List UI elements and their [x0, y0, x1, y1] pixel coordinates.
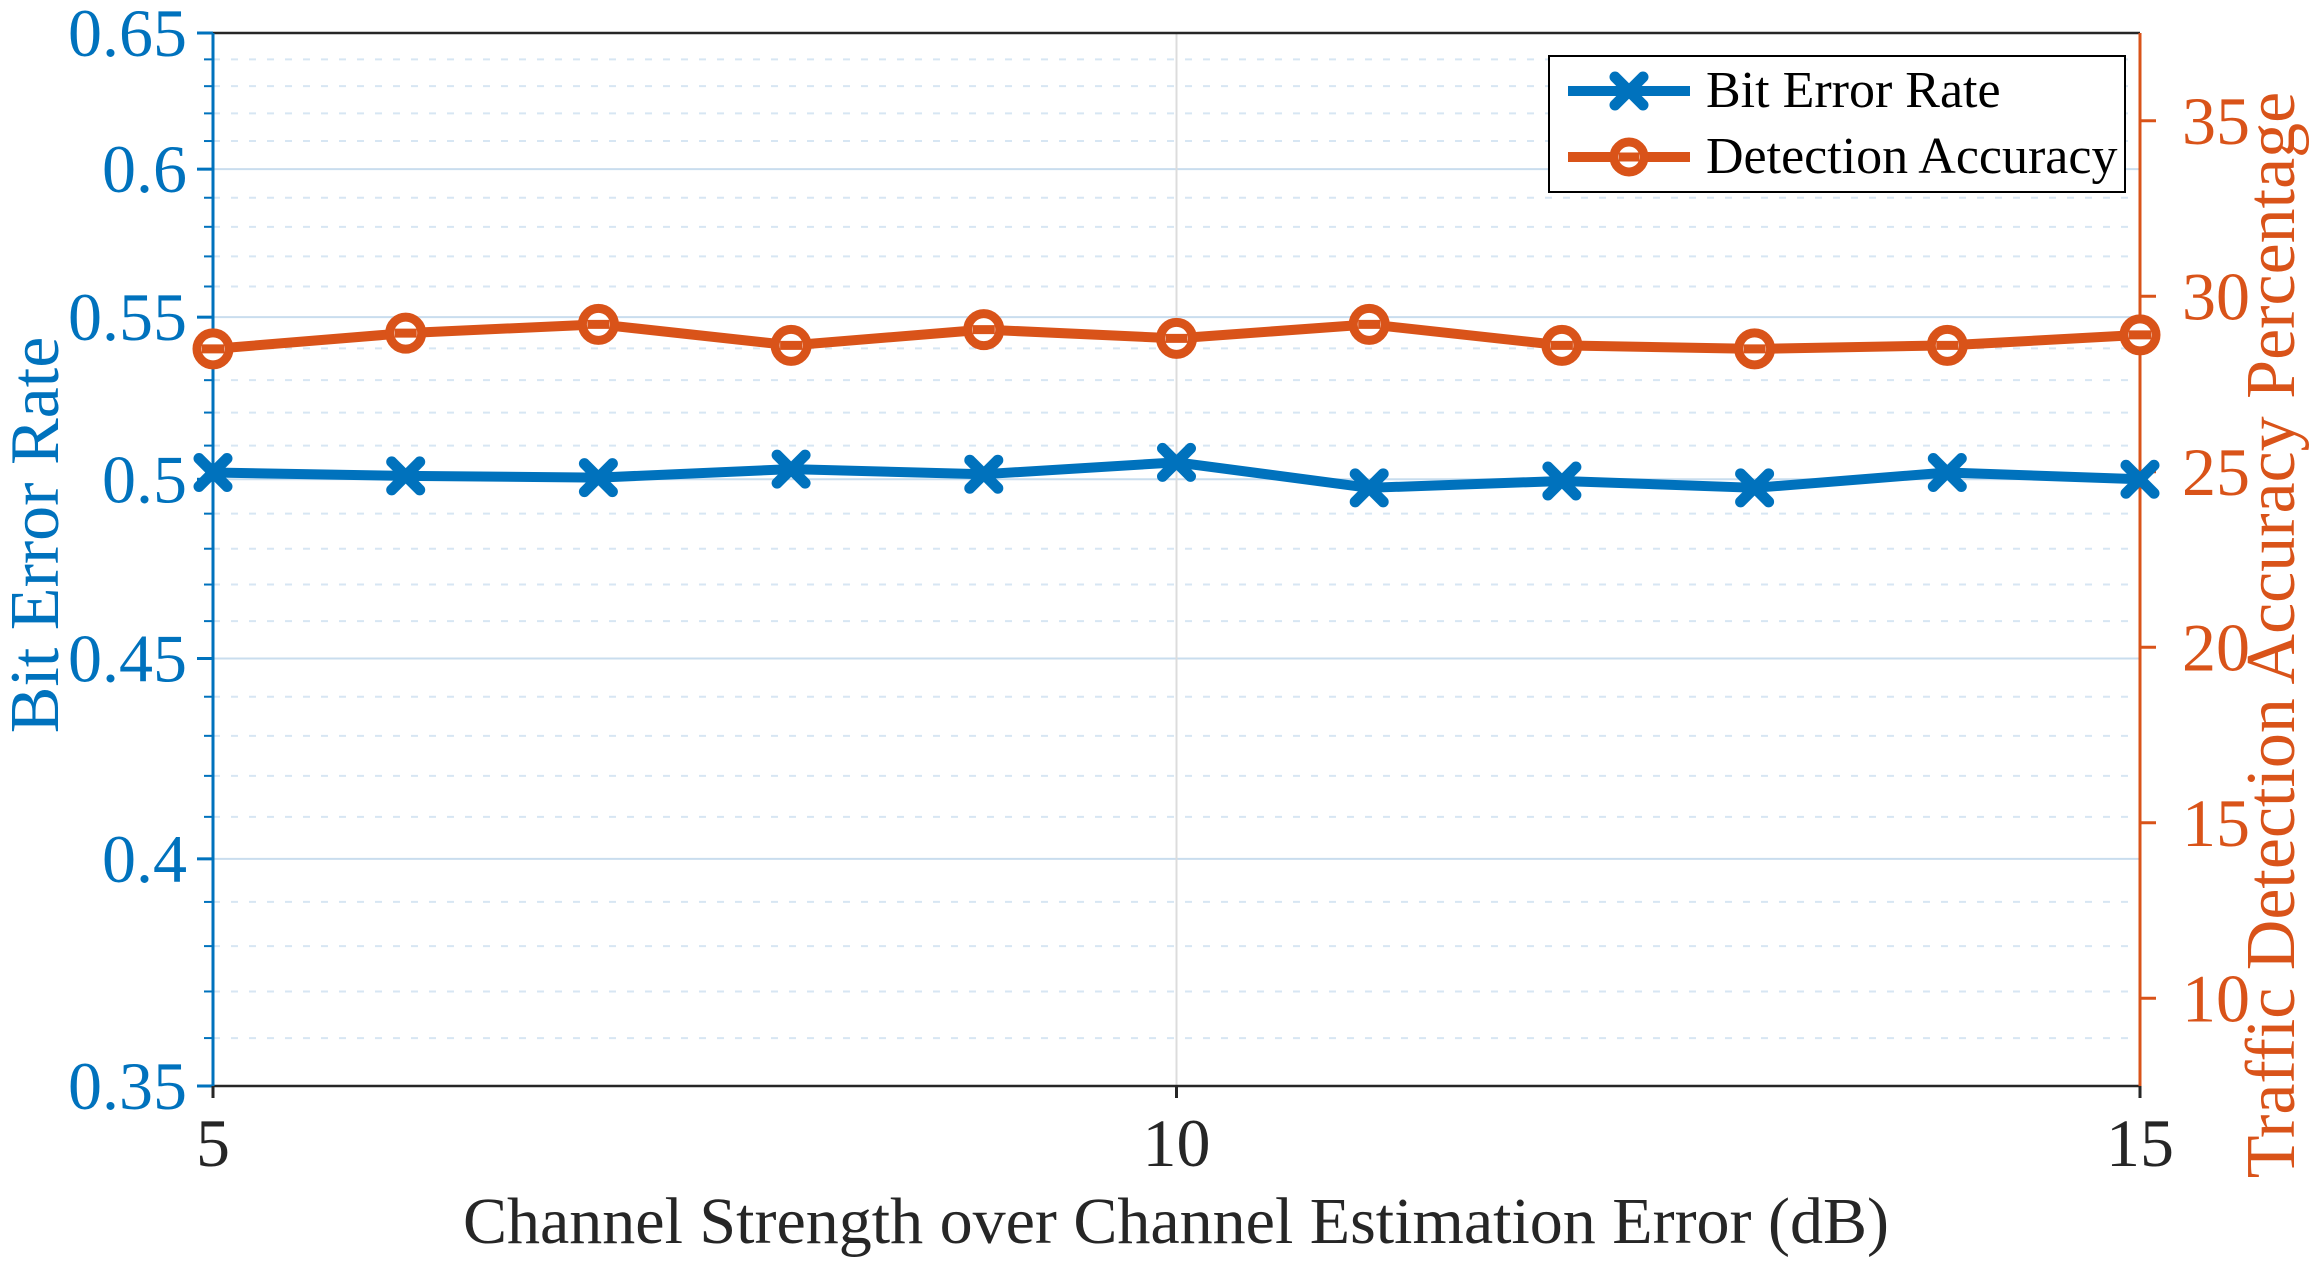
- right-axis-tick-label: 15: [2182, 785, 2250, 861]
- left-axis-tick-label: 0.4: [102, 821, 187, 897]
- left-axis-tick-label: 0.55: [68, 279, 187, 355]
- left-axis-tick-label: 0.6: [102, 131, 187, 207]
- x-marker: [193, 452, 233, 492]
- x-marker: [386, 456, 426, 496]
- x-marker: [1542, 461, 1582, 501]
- right-axis-tick-label: 20: [2182, 609, 2250, 685]
- x-axis-tick-label: 5: [196, 1105, 230, 1181]
- right-axis-tick-label: 35: [2182, 83, 2250, 159]
- legend-item-detection-accuracy: Detection Accuracy: [1550, 124, 2124, 190]
- x-axis-title: Channel Strength over Channel Estimation…: [463, 1185, 1889, 1258]
- x-axis-tick-label: 10: [1143, 1105, 1211, 1181]
- legend-item-bit-error-rate: Bit Error Rate: [1550, 58, 2124, 124]
- x-marker: [1735, 468, 1775, 508]
- ber-line-sample-icon: [1568, 71, 1690, 111]
- x-marker: [1157, 442, 1196, 482]
- left-axis-tick-label: 0.35: [68, 1048, 187, 1124]
- x-marker: [2120, 459, 2160, 499]
- x-marker: [1349, 468, 1389, 508]
- left-axis-tick-label: 0.5: [102, 441, 187, 517]
- x-marker: [578, 458, 618, 498]
- x-marker: [964, 454, 1004, 494]
- right-axis-title: Traffic Detection Accuracy Percentage: [2233, 92, 2310, 1178]
- legend-label-detection-accuracy: Detection Accuracy: [1706, 128, 2118, 185]
- detection-accuracy-line-sample-icon: [1568, 137, 1690, 177]
- x-marker: [1927, 452, 1967, 492]
- x-marker: [771, 449, 811, 489]
- x-axis-tick-label: 15: [2106, 1105, 2174, 1181]
- left-axis-title: Bit Error Rate: [0, 337, 74, 734]
- left-axis-tick-label: 0.65: [68, 0, 187, 71]
- left-axis-tick-label: 0.45: [68, 621, 187, 697]
- legend: Bit Error Rate Detection Accuracy: [1548, 55, 2126, 193]
- right-axis-tick-label: 10: [2182, 960, 2250, 1036]
- right-axis-tick-label: 30: [2182, 258, 2250, 334]
- right-axis-tick-label: 25: [2182, 434, 2250, 510]
- legend-label-bit-error-rate: Bit Error Rate: [1706, 62, 2001, 119]
